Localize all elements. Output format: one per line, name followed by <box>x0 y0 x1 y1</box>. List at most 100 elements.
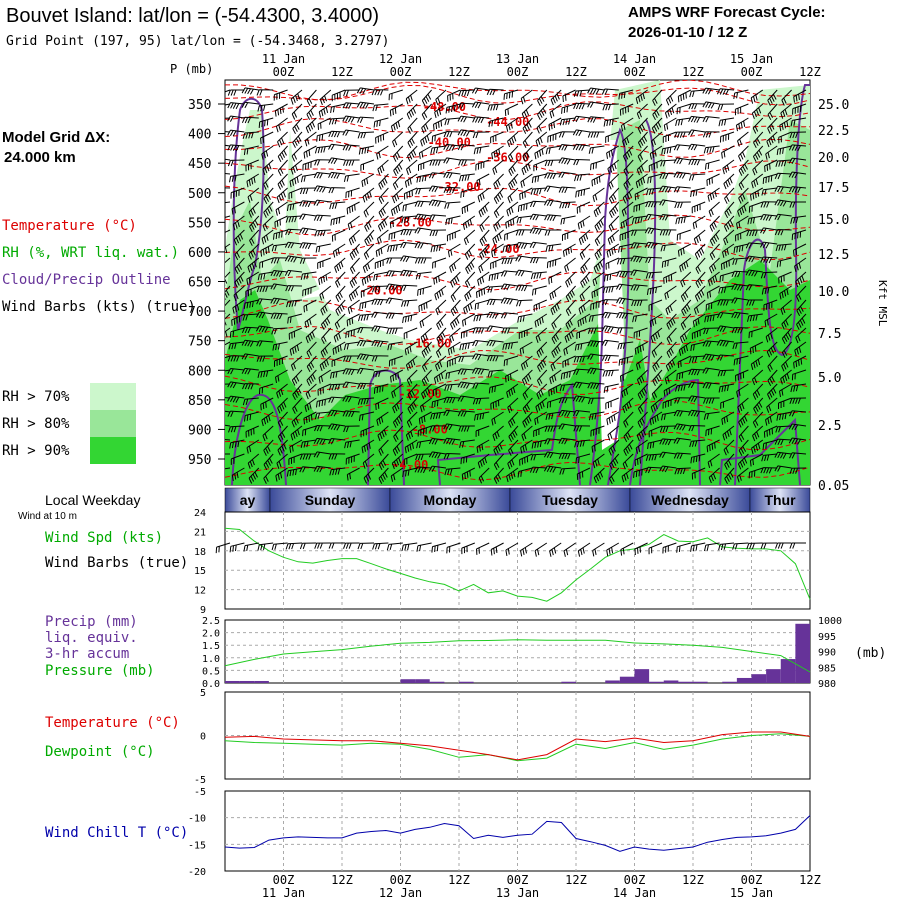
wind-barb <box>763 299 778 311</box>
wind-barb <box>675 383 691 392</box>
top-date-label: 11 Jan <box>262 52 305 66</box>
wind-barb <box>675 215 691 225</box>
wind-barb <box>750 89 764 104</box>
wind-barb <box>247 187 260 203</box>
wind-barb <box>317 257 331 269</box>
wind-barb <box>450 313 461 330</box>
wind-barb <box>461 542 475 555</box>
wind-barb <box>392 173 404 190</box>
wind-barb <box>363 467 375 484</box>
wind-barb <box>228 425 245 433</box>
wind-barb <box>691 467 706 480</box>
wind-barb <box>506 201 519 217</box>
wind-barb <box>314 411 331 420</box>
wind-barb <box>724 187 735 204</box>
wind-barb <box>487 369 504 378</box>
wind-barb <box>292 383 303 401</box>
wind-barb <box>407 397 418 415</box>
isotherm-line <box>225 375 810 395</box>
wind-barb <box>328 187 346 194</box>
wind-barb <box>430 411 447 420</box>
wind-barb <box>504 103 519 117</box>
wind-barb <box>421 355 432 373</box>
wind-barb <box>746 299 763 306</box>
wind-barb <box>372 369 389 378</box>
wind-barb <box>360 425 375 438</box>
wind-barb <box>443 143 461 151</box>
wind-barb <box>560 215 576 225</box>
wind-barb <box>343 159 360 166</box>
weekday-cell <box>749 487 811 513</box>
legend-cloud: Cloud/Precip Outline <box>2 272 171 288</box>
wind-barb <box>673 157 691 165</box>
wind-barb <box>443 423 461 431</box>
wind-barb <box>774 172 792 180</box>
wind-barb <box>691 201 706 214</box>
wind-barb <box>650 397 663 413</box>
rh-legend-label: RH > 90% <box>2 443 70 459</box>
wind-barb <box>285 228 303 236</box>
wind-barb <box>444 383 461 391</box>
wind-barb <box>245 425 260 438</box>
precip-ticks: 0.0 0.51.0 1.52.0 2.5 <box>202 616 220 690</box>
wind-barb <box>765 145 778 160</box>
temperature-panel: Temperature (°C) Dewpoint (°C) -5 0 5 <box>45 688 811 786</box>
wind-barb <box>472 116 490 124</box>
station-title: Bouvet Island: lat/lon = (-54.4300, 3.40… <box>6 5 379 27</box>
wind-barb <box>457 395 475 402</box>
wind-barb <box>736 467 749 483</box>
wind-barb <box>622 397 634 413</box>
bottom-time-axis: 00Z 12Z 00Z 12Z 00Z 12Z 00Z 12Z 00Z 12Z 11 Jan 12 J… <box>262 873 821 900</box>
wind-barb <box>545 145 562 155</box>
wind-barb <box>457 368 475 375</box>
wind-barb <box>731 283 749 291</box>
grid-point-text: Grid Point (197, 95) lat/lon = (-54.3468… <box>6 34 390 49</box>
wind-barb <box>458 89 475 97</box>
wind-barb <box>457 144 475 151</box>
wind-barb <box>378 187 389 205</box>
rh-legend-swatch <box>90 383 136 410</box>
wind-barb <box>695 271 706 289</box>
wind-barb <box>702 353 720 361</box>
wind-barb <box>230 453 245 465</box>
wind-barb <box>788 144 807 152</box>
wind-barb <box>522 117 533 134</box>
wind-barb <box>319 355 332 371</box>
wind-barb <box>621 201 634 217</box>
wind-barb <box>694 285 706 302</box>
wind-barb <box>277 439 288 456</box>
wind-barb <box>562 243 576 257</box>
wind-barb <box>522 383 533 400</box>
wind-barb <box>724 201 735 219</box>
wind-barb <box>781 355 792 372</box>
wind-barb <box>331 229 346 242</box>
wind-barb <box>493 453 504 471</box>
wind-barb <box>262 215 274 232</box>
wind-barb <box>404 341 418 356</box>
wind-barb <box>329 201 346 210</box>
wind-barb <box>243 299 259 309</box>
rh-legend: RH > 70% RH > 80% RH > 90% <box>2 383 136 464</box>
wind-barb <box>609 453 620 470</box>
wind-barb <box>709 215 720 232</box>
wind-barb <box>574 341 591 351</box>
wind-barb <box>318 103 332 118</box>
wind-barb <box>299 227 317 235</box>
wind-barb <box>263 439 274 456</box>
wind-barb <box>637 117 648 134</box>
wind-barb <box>606 145 620 159</box>
wind-barb <box>277 425 288 443</box>
wind-barb <box>661 145 677 155</box>
wind-barb <box>558 171 576 179</box>
wind-barb <box>692 215 706 230</box>
wind-barb <box>719 271 735 282</box>
wind-barb <box>648 542 663 555</box>
wind-barb <box>618 355 634 366</box>
wind-barb <box>717 354 735 361</box>
isotherm-line <box>225 299 810 319</box>
wind-barb <box>229 173 245 183</box>
wind-barb <box>261 145 274 160</box>
wind-barb <box>491 411 504 426</box>
wind-barb <box>781 327 792 345</box>
wind-barb <box>306 341 317 358</box>
